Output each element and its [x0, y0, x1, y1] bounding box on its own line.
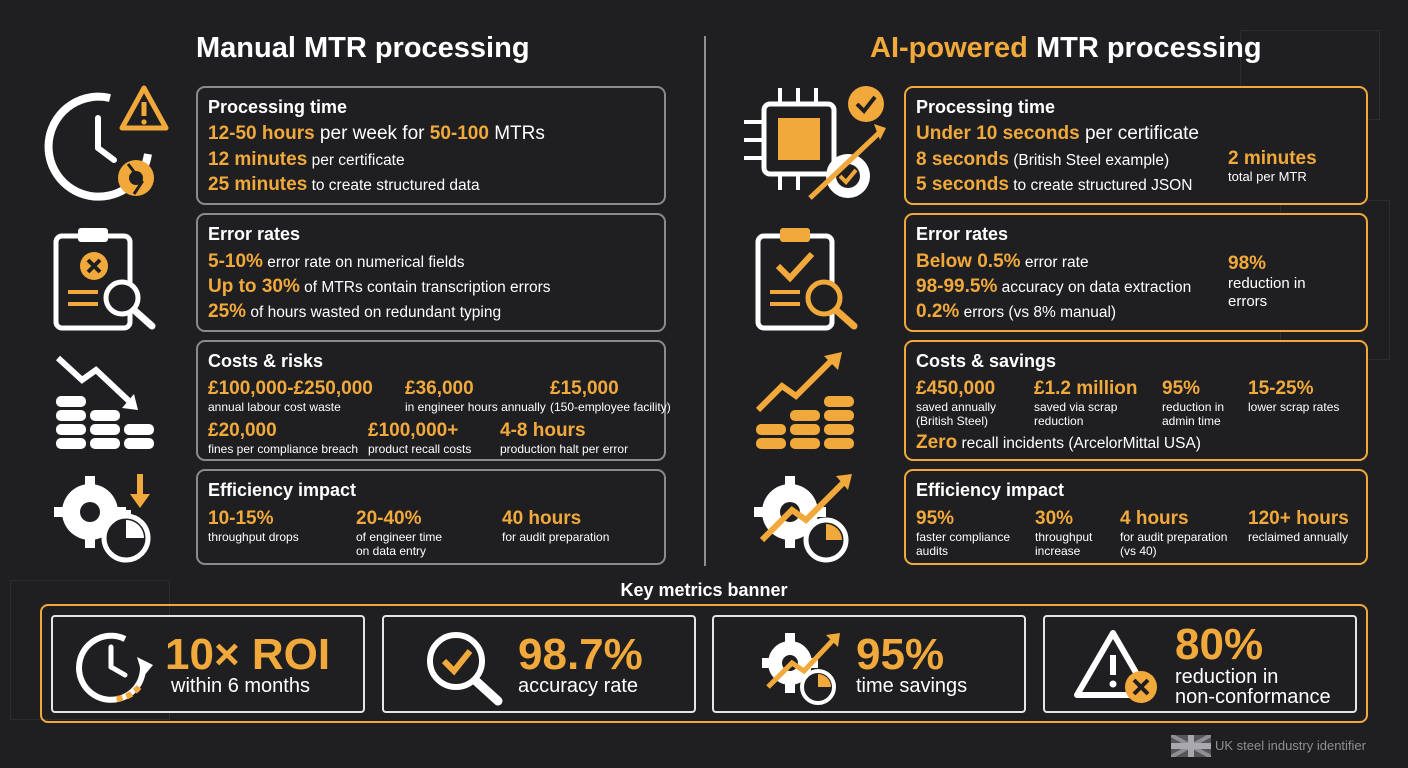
ai-errors-line-3: 0.2% errors (vs 8% manual) [916, 301, 1117, 322]
metric-label: time savings [856, 675, 968, 697]
panel-title: Efficiency impact [208, 480, 357, 500]
ai-processing-line-1: Under 10 seconds per certificate [916, 123, 1199, 144]
cost-item: £20,000 fines per compliance breach [208, 420, 359, 456]
manual-processing-line-3: 25 minutes to create structured data [208, 174, 480, 195]
manual-errors-line-2: Up to 30% of MTRs contain transcription … [208, 276, 551, 297]
clock-warning-icon [44, 85, 169, 201]
efficiency-item: 40 hours for audit preparation [502, 508, 610, 544]
ai-efficiency-panel: Efficiency impact 95% faster compliance au… [904, 469, 1368, 565]
manual-processing-line-2: 12 minutes per certificate [208, 149, 405, 170]
panel-title: Efficiency impact [916, 480, 1065, 500]
ai-processing-panel: Processing time Under 10 seconds per cer… [904, 86, 1368, 205]
uk-flag-icon [1171, 735, 1211, 757]
efficiency-item: 10-15% throughput drops [208, 508, 299, 544]
ai-processing-line-2: 8 seconds (British Steel example) [916, 149, 1170, 170]
efficiency-item: 120+ hours reclaimed annually [1248, 508, 1349, 544]
metric-label: reduction in [1175, 666, 1279, 688]
metric-value: 95% [856, 630, 945, 679]
savings-item: 15-25% lower scrap rates [1248, 378, 1340, 414]
panel-title: Processing time [916, 97, 1056, 117]
metric-card-time: 95% time savings [712, 615, 1026, 713]
ai-errors-side: 98% reduction in errors [1228, 253, 1306, 310]
panel-title: Costs & risks [208, 351, 324, 371]
manual-errors-line-1: 5-10% error rate on numerical fields [208, 251, 465, 272]
savings-item: £450,000 saved annually (British Steel) [916, 378, 997, 428]
cost-item: 4-8 hours production halt per error [500, 420, 629, 456]
metric-value: 10× ROI [165, 630, 331, 679]
panel-title: Error rates [208, 224, 301, 244]
metric-value: 98.7% [518, 630, 643, 679]
manual-processing-panel: Processing time 12-50 hours per week for… [196, 86, 666, 205]
panel-title: Processing time [208, 97, 348, 117]
metric-value: 80% [1175, 620, 1264, 669]
panel-title: Costs & savings [916, 351, 1057, 371]
ai-errors-line-2: 98-99.5% accuracy on data extraction [916, 276, 1192, 297]
manual-processing-line-1: 12-50 hours per week for 50-100 MTRs [208, 123, 545, 144]
manual-errors-panel: Error rates 5-10% error rate on numerica… [196, 213, 666, 332]
magnifier-check-icon [427, 632, 503, 706]
ai-errors-panel: Error rates Below 0.5% error rate 98-99.… [904, 213, 1368, 332]
falling-coins-icon [55, 355, 154, 449]
ai-title: AI-powered MTR processing [870, 32, 1262, 64]
chip-gear-check-icon [744, 86, 886, 200]
key-metrics-banner [40, 604, 1368, 723]
gear-growth-icon [754, 474, 852, 563]
zero-recall-line: Zero recall incidents (ArcelorMittal USA… [916, 432, 1201, 453]
metric-card-accuracy: 98.7% accuracy rate [382, 615, 696, 713]
ai-processing-side: 2 minutes total per MTR [1228, 148, 1317, 184]
rising-coins-icon [755, 352, 854, 449]
warning-x-icon [1074, 630, 1157, 703]
clipboard-check-icon [755, 228, 858, 331]
efficiency-item: 95% faster compliance audits [916, 508, 1011, 558]
savings-item: 95% reduction in admin time [1162, 378, 1225, 428]
manual-errors-line-3: 25% of hours wasted on redundant typing [208, 301, 502, 322]
metric-card-nonconformance: 80% reduction in non-conformance [1043, 615, 1357, 713]
center-divider [704, 36, 706, 566]
metric-card-roi: 10× ROI within 6 months [51, 615, 365, 713]
banner-title: Key metrics banner [620, 580, 788, 600]
manual-efficiency-panel: Efficiency impact 10-15% throughput drops… [196, 469, 666, 565]
savings-item: £1.2 million saved via scrap reduction [1034, 378, 1138, 428]
cost-item: £100,000+ product recall costs [368, 420, 472, 456]
cost-item: £100,000-£250,000 annual labour cost wast… [208, 378, 373, 414]
ai-processing-line-3: 5 seconds to create structured JSON [916, 174, 1193, 195]
manual-costs-panel: Costs & risks £100,000-£250,000 annual la… [196, 340, 671, 461]
footer-identifier: UK steel industry identifier [1214, 738, 1366, 753]
cost-item: £15,000 (150-employee facility) [550, 378, 671, 414]
efficiency-item: 30% throughput increase [1035, 508, 1093, 558]
efficiency-item: 4 hours for audit preparation (vs 40) [1120, 508, 1228, 558]
ai-errors-line-1: Below 0.5% error rate [916, 251, 1089, 272]
metric-label: accuracy rate [518, 675, 639, 697]
ai-costs-panel: Costs & savings £450,000 saved annually (B… [904, 340, 1368, 461]
gear-stopwatch-icon [762, 633, 840, 705]
metric-label: within 6 months [171, 675, 310, 697]
metric-label: non-conformance [1175, 686, 1331, 708]
clipboard-error-icon [53, 228, 156, 331]
efficiency-item: 20-40% of engineer time on data entry [356, 508, 443, 558]
cost-item: £36,000 in engineer hours annually [405, 378, 546, 414]
panel-title: Error rates [916, 224, 1009, 244]
gear-stopwatch-icon [54, 474, 151, 563]
clock-refresh-icon [76, 632, 153, 703]
manual-title: Manual MTR processing [196, 32, 530, 64]
